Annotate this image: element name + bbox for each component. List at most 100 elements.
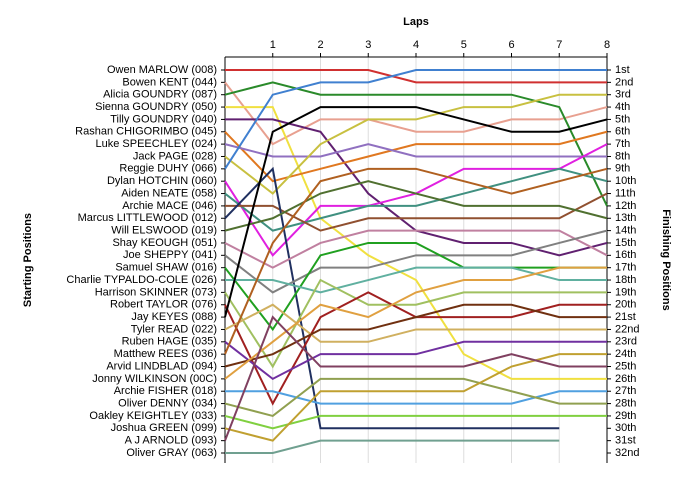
- series-line: [224, 229, 608, 269]
- y-tick-label: Jack PAGE (028): [133, 150, 217, 162]
- x-tick-label: 4: [413, 39, 419, 51]
- series-line: [224, 167, 608, 232]
- y2-tick-label: 17th: [615, 262, 636, 274]
- y-tick-label: Ruben HAGE (035): [122, 336, 217, 348]
- series-line: [224, 180, 608, 232]
- x-tick-label: 8: [604, 39, 610, 51]
- series-line: [224, 266, 607, 380]
- y2-tick-label: 31st: [615, 435, 636, 447]
- y-tick-label: Robert TAYLOR (076): [110, 299, 217, 311]
- y-tick-label: Oliver DENNY (034): [118, 397, 217, 409]
- y2-tick-label: 15th: [615, 237, 636, 249]
- y-tick-label: Aiden NEATE (058): [121, 187, 217, 199]
- y-tick-label: Tilly GOUNDRY (040): [110, 113, 217, 125]
- y-tick-label: A J ARNOLD (093): [125, 435, 217, 447]
- y2-tick-label: 11th: [615, 187, 636, 199]
- series-line: [225, 106, 607, 380]
- y2-tick-label: 20th: [615, 299, 636, 311]
- series-line: [224, 303, 607, 368]
- series-line: [224, 81, 608, 146]
- y2-tick-label: 23rd: [615, 336, 637, 348]
- y-tick-label: Oakley KEIGHTLEY (033): [89, 410, 217, 422]
- series-line: [225, 266, 607, 294]
- x-axis-label: Laps: [403, 16, 429, 28]
- y-tick-label: Archie FISHER (018): [114, 385, 217, 397]
- y2-tick-label: 21st: [615, 311, 636, 323]
- series-line: [225, 69, 607, 84]
- x-tick-label: 7: [556, 39, 562, 51]
- y2-tick-label: 22nd: [615, 323, 639, 335]
- y2-tick-label: 7th: [615, 138, 630, 150]
- y2-tick-label: 16th: [615, 249, 636, 261]
- series-line: [224, 106, 608, 318]
- y2-tick-label: 27th: [615, 385, 636, 397]
- y-tick-label: Will ELSWOOD (019): [111, 225, 217, 237]
- y-tick-label: Matthew REES (036): [114, 348, 217, 360]
- y-tick-label: Oliver GRAY (063): [126, 447, 217, 459]
- x-tick-label: 2: [317, 39, 323, 51]
- y-tick-label: Rashan CHIGORIMBO (045): [75, 126, 217, 138]
- y2-tick-label: 28th: [615, 397, 636, 409]
- series-line: [224, 241, 607, 332]
- y-tick-label: Marcus LITTLEWOOD (012): [78, 212, 217, 224]
- y2-tick-label: 9th: [615, 163, 630, 175]
- y2-tick-label: 25th: [615, 360, 636, 372]
- series-line: [224, 315, 607, 442]
- y-tick-label: Charlie TYPALDO-COLE (026): [66, 274, 217, 286]
- series-line: [224, 278, 607, 369]
- y-tick-label: Archie MACE (046): [122, 200, 217, 212]
- y-tick-label: Jonny WILKINSON (00C): [92, 373, 217, 385]
- y-tick-label: Harrison SKINNER (073): [95, 286, 217, 298]
- y-tick-label: Dylan HOTCHIN (060): [107, 175, 217, 187]
- series-line: [224, 340, 607, 381]
- series-line: [224, 143, 607, 158]
- x-tick-label: 5: [461, 39, 467, 51]
- y-tick-label: Tyler READ (022): [131, 323, 217, 335]
- y2-tick-label: 19th: [615, 286, 636, 298]
- y2-tick-label: 1st: [615, 64, 630, 76]
- y-tick-label: Arvid LINDBLAD (094): [106, 360, 217, 372]
- y2-tick-label: 10th: [615, 175, 636, 187]
- y2-tick-label: 8th: [615, 150, 630, 162]
- y-tick-label: Jay KEYES (088): [131, 311, 217, 323]
- y2-tick-label: 2nd: [615, 76, 633, 88]
- series-line: [224, 353, 607, 442]
- series-line: [224, 81, 608, 207]
- series-line: [225, 390, 607, 405]
- series-line: [224, 303, 607, 343]
- y2-tick-label: 4th: [615, 101, 630, 113]
- y2-axis-label: Finishing Positions: [660, 209, 672, 310]
- y2-tick-label: 3rd: [615, 89, 631, 101]
- y-axis-label: Starting Positions: [22, 213, 34, 307]
- y2-tick-label: 26th: [615, 373, 636, 385]
- y-tick-label: Joe SHEPPY (041): [123, 249, 217, 261]
- y-tick-label: Shay KEOUGH (051): [112, 237, 217, 249]
- series-line: [224, 93, 607, 195]
- y-tick-label: Owen MARLOW (008): [107, 64, 217, 76]
- x-tick-label: 6: [508, 39, 514, 51]
- x-tick-label: 3: [365, 39, 371, 51]
- series-line: [225, 192, 608, 232]
- x-tick-label: 1: [270, 39, 276, 51]
- series-line: [224, 377, 607, 418]
- y2-tick-label: 13th: [615, 212, 636, 224]
- y2-tick-label: 12th: [615, 200, 636, 212]
- series-line: [224, 166, 560, 430]
- y-tick-label: Reggie DUHY (066): [119, 163, 217, 175]
- y-tick-label: Sienna GOUNDRY (050): [95, 101, 217, 113]
- series-line: [224, 69, 607, 170]
- y2-tick-label: 6th: [615, 126, 630, 138]
- y-tick-label: Samuel SHAW (016): [115, 262, 217, 274]
- y-tick-label: Luke SPEECHLEY (024): [96, 138, 217, 150]
- y2-tick-label: 18th: [615, 274, 636, 286]
- y-tick-label: Bowen KENT (044): [122, 76, 217, 88]
- y2-tick-label: 32nd: [615, 447, 639, 459]
- y2-tick-label: 30th: [615, 422, 636, 434]
- y-tick-label: Alicia GOUNDRY (087): [103, 89, 217, 101]
- series-line: [224, 167, 608, 355]
- y2-tick-label: 24th: [615, 348, 636, 360]
- y2-tick-label: 5th: [615, 113, 630, 125]
- y2-tick-label: 29th: [615, 410, 636, 422]
- y2-tick-label: 14th: [615, 225, 636, 237]
